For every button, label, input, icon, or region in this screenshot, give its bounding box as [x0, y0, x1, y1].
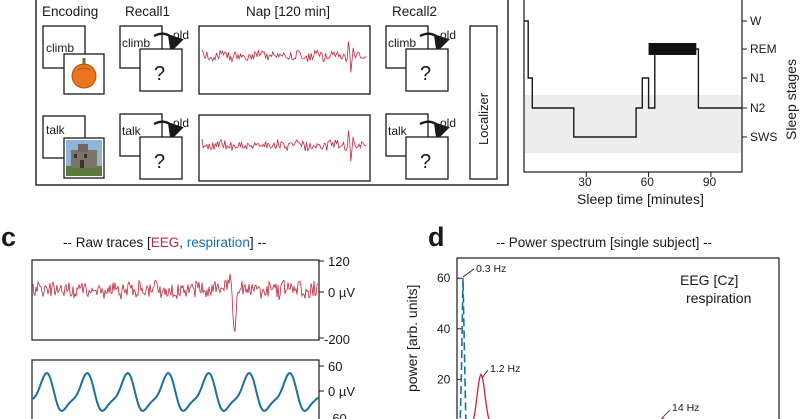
col-recall1-label: Recall1	[125, 4, 170, 19]
eeg-raw-trace	[32, 273, 319, 332]
eeg-axes	[31, 259, 320, 341]
respiration-axes	[31, 359, 320, 419]
stage-label-n1: N1	[750, 71, 766, 85]
svg-text:old: old	[440, 116, 456, 130]
svg-text:climb: climb	[122, 36, 150, 50]
legend-respiration: respiration	[686, 290, 751, 306]
spectrum-ytick-40: 40	[437, 322, 451, 336]
castle-icon	[71, 150, 97, 168]
eeg-tick-120: 120	[328, 254, 350, 269]
hypnogram-xtick-30: 30	[578, 175, 592, 189]
peak-label-14hz: 14 Hz	[672, 402, 699, 414]
hypnogram-xtick-90: 90	[703, 175, 717, 189]
stage-label-n2: N2	[750, 101, 766, 115]
panel-c-title: -- Raw traces [EEG, respiration] --	[63, 235, 266, 250]
hypnogram-ylabel: Sleep stages	[783, 59, 799, 140]
svg-text:?: ?	[154, 151, 165, 173]
hypnogram-xtick-60: 60	[641, 175, 655, 189]
hypnogram-shaded-band	[524, 95, 742, 153]
recall1-card-top: climb old ?	[119, 25, 189, 92]
svg-text:?: ?	[420, 63, 431, 85]
panel-c-raw-traces: c -- Raw traces [EEG, respiration] -- 12…	[1, 222, 355, 419]
stage-label-rem: REM	[750, 42, 777, 56]
legend-eeg-cz: EEG [Cz]	[680, 272, 738, 288]
spectrum-ylabel: power [arb. units]	[404, 285, 420, 392]
encoding-card-top: climb	[42, 25, 105, 95]
eeg-tick-minus200: -200	[324, 332, 350, 347]
panel-d-letter: d	[428, 222, 445, 252]
panel-d-title: -- Power spectrum [single subject] --	[496, 235, 712, 250]
peak-label-0.3hz: 0.3 Hz	[476, 263, 506, 275]
recall2-card-top: climb old ?	[385, 25, 456, 92]
stage-label-sws: SWS	[750, 130, 777, 144]
respiration-raw-trace	[32, 372, 319, 412]
svg-text:old: old	[440, 28, 456, 42]
peak-label-1.2hz: 1.2 Hz	[490, 363, 520, 375]
spectrum-axes	[456, 257, 780, 419]
nap-eeg-trace-top	[201, 41, 367, 73]
recall2-card-bottom: talk old ?	[385, 113, 456, 180]
question-mark: ?	[154, 63, 165, 85]
panel-c-letter: c	[1, 222, 16, 252]
word-talk: talk	[46, 123, 66, 137]
col-encoding-label: Encoding	[42, 4, 98, 19]
encoding-card-bottom: talk	[42, 115, 105, 179]
resp-tick-0: 0 µV	[328, 384, 355, 399]
col-nap-label: Nap [120 min]	[246, 4, 330, 19]
title-eeg-word: EEG	[151, 235, 180, 250]
old-label: old	[173, 28, 189, 42]
recall1-card-bottom: talk old ?	[119, 113, 189, 180]
spectrum-ytick-20: 20	[437, 372, 451, 386]
svg-text:climb: climb	[388, 36, 416, 50]
eeg-tick-0: 0 µV	[328, 285, 355, 300]
hypnogram-xlabel: Sleep time [minutes]	[577, 191, 704, 207]
spectrum-eeg-line	[472, 373, 665, 419]
hypnogram-axes	[523, 0, 743, 173]
spectrum-respiration-line	[459, 278, 467, 419]
svg-text:talk: talk	[122, 124, 142, 138]
stage-label-w: W	[750, 14, 762, 28]
panel-d-power-spectrum: d -- Power spectrum [single subject] -- …	[404, 222, 780, 419]
col-recall2-label: Recall2	[392, 4, 437, 19]
svg-text:old: old	[173, 116, 189, 130]
nap-eeg-trace-bottom	[201, 130, 367, 162]
title-respiration-word: respiration	[187, 235, 250, 250]
svg-text:?: ?	[420, 151, 431, 173]
panel-a-design: Encoding Recall1 Nap [120 min] Recall2 c…	[35, 0, 509, 186]
hypnogram-rem-bar	[648, 43, 697, 55]
word-climb: climb	[46, 41, 74, 55]
localizer-label: Localizer	[476, 92, 491, 145]
resp-tick-60: 60	[328, 359, 342, 374]
svg-text:talk: talk	[388, 124, 408, 138]
localizer-box	[469, 25, 498, 180]
resp-tick-minus60: -60	[328, 411, 347, 419]
nap-trace-box-top	[198, 25, 371, 95]
spectrum-ytick-60: 60	[437, 271, 451, 285]
